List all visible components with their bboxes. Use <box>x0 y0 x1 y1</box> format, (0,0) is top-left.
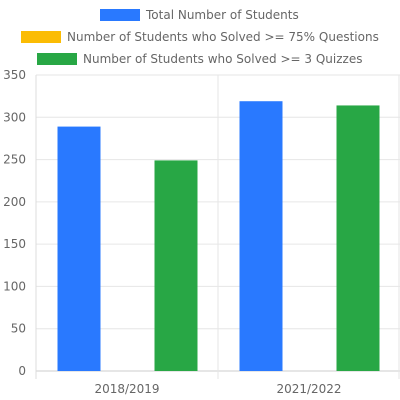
legend: Total Number of Students Number of Stude… <box>0 0 400 70</box>
y-tick-label-300: 300 <box>3 110 26 124</box>
y-tick-label-50: 50 <box>11 322 26 336</box>
y-tick-label-200: 200 <box>3 195 26 209</box>
y-tick-label-250: 250 <box>3 153 26 167</box>
y-tick-label-150: 150 <box>3 237 26 251</box>
legend-item-solved-75-questions[interactable]: Number of Students who Solved >= 75% Que… <box>21 29 379 45</box>
x-tick-label-0: 2018/2019 <box>94 382 159 396</box>
legend-label-solved-75-questions: Number of Students who Solved >= 75% Que… <box>67 30 379 44</box>
y-tick-label-100: 100 <box>3 279 26 293</box>
legend-swatch-total-students <box>100 9 140 21</box>
legend-label-total-students: Total Number of Students <box>146 8 299 22</box>
bar-1-series-2 <box>336 105 380 372</box>
x-tick-label-1: 2021/2022 <box>276 382 341 396</box>
bar-0-series-2 <box>154 160 198 371</box>
bar-0-series-0 <box>57 126 101 372</box>
y-tick-label-0: 0 <box>18 364 26 378</box>
legend-swatch-solved-3-quizzes <box>37 53 77 65</box>
legend-item-total-students[interactable]: Total Number of Students <box>100 7 299 23</box>
y-tick-label-350: 350 <box>3 68 26 82</box>
legend-label-solved-3-quizzes: Number of Students who Solved >= 3 Quizz… <box>83 52 363 66</box>
legend-item-solved-3-quizzes[interactable]: Number of Students who Solved >= 3 Quizz… <box>37 51 362 67</box>
legend-swatch-solved-75-questions <box>21 31 61 43</box>
bar-1-series-0 <box>239 101 283 372</box>
